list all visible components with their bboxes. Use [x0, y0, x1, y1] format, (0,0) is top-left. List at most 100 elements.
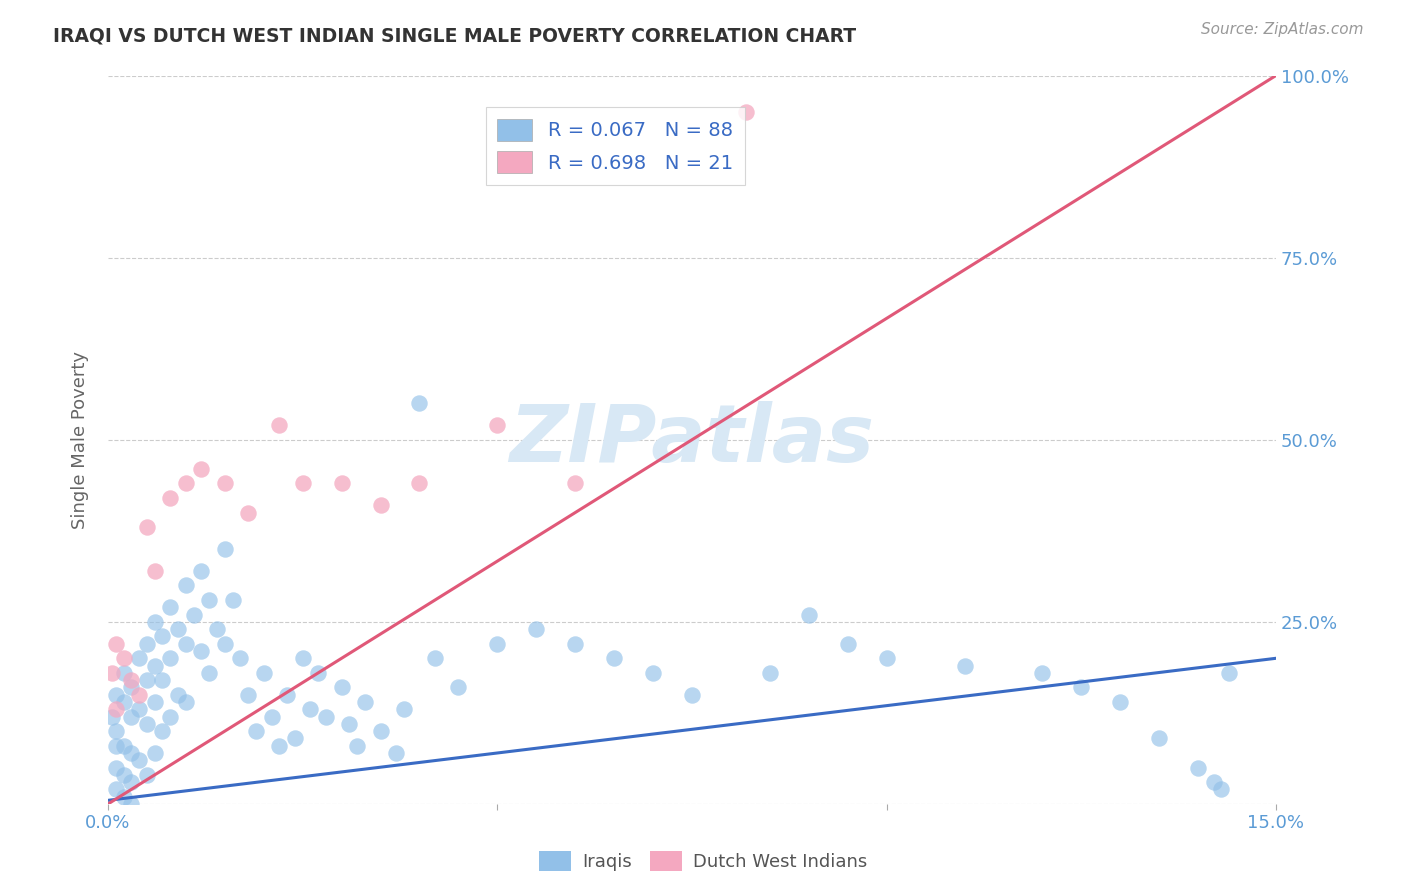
Point: [143, 658, 166, 673]
Point: [524, 622, 547, 636]
Point: [276, 688, 298, 702]
Point: [354, 695, 377, 709]
Point: [152, 629, 174, 643]
Point: [174, 476, 197, 491]
Point: [190, 462, 212, 476]
Point: [190, 644, 212, 658]
Point: [564, 637, 586, 651]
Point: [135, 637, 157, 651]
Point: [260, 709, 283, 723]
Point: [101, 665, 124, 680]
Point: [330, 476, 353, 491]
Point: [104, 760, 127, 774]
Point: [229, 651, 252, 665]
Point: [112, 695, 135, 709]
Point: [269, 739, 291, 753]
Point: [152, 673, 174, 687]
Point: [564, 476, 586, 491]
Point: [198, 665, 221, 680]
Point: [346, 739, 368, 753]
Point: [447, 681, 470, 695]
Point: [1070, 681, 1092, 695]
Point: [135, 768, 157, 782]
Point: [143, 615, 166, 629]
Point: [174, 637, 197, 651]
Point: [385, 746, 408, 760]
Point: [423, 651, 446, 665]
Point: [953, 658, 976, 673]
Text: IRAQI VS DUTCH WEST INDIAN SINGLE MALE POVERTY CORRELATION CHART: IRAQI VS DUTCH WEST INDIAN SINGLE MALE P…: [53, 27, 856, 45]
Point: [245, 724, 267, 739]
Point: [837, 637, 859, 651]
Point: [143, 746, 166, 760]
Point: [1218, 665, 1240, 680]
Point: [284, 731, 307, 746]
Point: [253, 665, 276, 680]
Point: [198, 593, 221, 607]
Text: Source: ZipAtlas.com: Source: ZipAtlas.com: [1201, 22, 1364, 37]
Point: [876, 651, 898, 665]
Point: [236, 506, 259, 520]
Point: [159, 491, 181, 505]
Point: [128, 753, 150, 767]
Point: [128, 688, 150, 702]
Point: [269, 418, 291, 433]
Point: [190, 564, 212, 578]
Point: [152, 724, 174, 739]
Point: [641, 665, 664, 680]
Point: [408, 396, 430, 410]
Point: [120, 673, 142, 687]
Point: [337, 716, 360, 731]
Point: [299, 702, 322, 716]
Point: [120, 775, 142, 789]
Point: [120, 746, 142, 760]
Point: [603, 651, 626, 665]
Point: [174, 578, 197, 592]
Point: [128, 702, 150, 716]
Point: [159, 651, 181, 665]
Point: [408, 476, 430, 491]
Point: [104, 782, 127, 797]
Point: [214, 637, 236, 651]
Text: ZIPatlas: ZIPatlas: [509, 401, 875, 479]
Point: [174, 695, 197, 709]
Y-axis label: Single Male Poverty: Single Male Poverty: [72, 351, 89, 529]
Point: [101, 709, 124, 723]
Point: [135, 520, 157, 534]
Point: [120, 797, 142, 811]
Point: [1147, 731, 1170, 746]
Point: [291, 651, 314, 665]
Point: [1211, 782, 1233, 797]
Point: [214, 476, 236, 491]
Point: [112, 789, 135, 804]
Point: [159, 709, 181, 723]
Point: [370, 724, 392, 739]
Point: [486, 418, 509, 433]
Point: [135, 716, 157, 731]
Point: [291, 476, 314, 491]
Point: [143, 564, 166, 578]
Point: [486, 637, 509, 651]
Point: [1031, 665, 1053, 680]
Point: [104, 637, 127, 651]
Legend: R = 0.067   N = 88, R = 0.698   N = 21: R = 0.067 N = 88, R = 0.698 N = 21: [485, 107, 745, 185]
Point: [128, 651, 150, 665]
Point: [735, 104, 758, 119]
Point: [104, 702, 127, 716]
Point: [183, 607, 205, 622]
Point: [104, 688, 127, 702]
Point: [214, 541, 236, 556]
Point: [1187, 760, 1209, 774]
Point: [120, 709, 142, 723]
Point: [167, 688, 190, 702]
Point: [112, 665, 135, 680]
Point: [205, 622, 228, 636]
Point: [112, 768, 135, 782]
Point: [112, 651, 135, 665]
Point: [112, 739, 135, 753]
Point: [104, 724, 127, 739]
Legend: Iraqis, Dutch West Indians: Iraqis, Dutch West Indians: [531, 844, 875, 879]
Point: [759, 665, 782, 680]
Point: [370, 498, 392, 512]
Point: [159, 600, 181, 615]
